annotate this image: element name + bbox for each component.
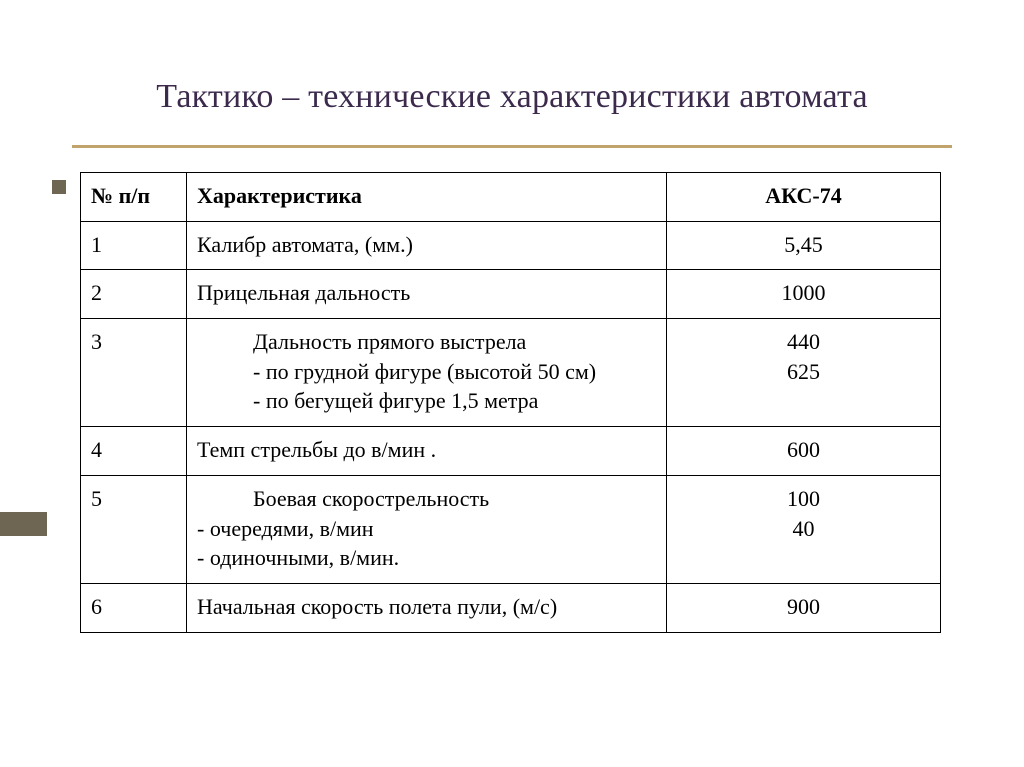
left-accent-bar [0, 512, 47, 536]
val-line: 600 [677, 435, 930, 465]
cell-char: Боевая скорострельность- очередями, в/ми… [187, 475, 667, 583]
table-row: 5Боевая скорострельность- очередями, в/м… [81, 475, 941, 583]
val-line: 1000 [677, 278, 930, 308]
cell-val: 10040 [667, 475, 941, 583]
char-line: Калибр автомата, (мм.) [197, 230, 656, 260]
title-underline [72, 145, 952, 148]
char-line: - одиночными, в/мин. [197, 543, 656, 573]
cell-char: Калибр автомата, (мм.) [187, 221, 667, 270]
char-line: - по бегущей фигуре 1,5 метра [197, 386, 656, 416]
val-line: 40 [677, 514, 930, 544]
char-line: Прицельная дальность [197, 278, 656, 308]
cell-char: Темп стрельбы до в/мин . [187, 427, 667, 476]
bullet-icon [52, 180, 66, 194]
table-row: 6 Начальная скорость полета пули, (м/с) 90… [81, 583, 941, 632]
col-header-char: Характеристика [187, 173, 667, 222]
cell-char: Прицельная дальность [187, 270, 667, 319]
specs-table: № п/п Характеристика АКС-74 1 Калибр авто… [80, 172, 940, 633]
col-header-num: № п/п [81, 173, 187, 222]
table-row: 3Дальность прямого выстрела- по грудной … [81, 319, 941, 427]
cell-num: 2 [81, 270, 187, 319]
table-row: 1 Калибр автомата, (мм.) 5,45 [81, 221, 941, 270]
slide-title: Тактико – технические характеристики авт… [0, 78, 1024, 116]
cell-val: 440625 [667, 319, 941, 427]
val-line: 100 [677, 484, 930, 514]
col-header-val: АКС-74 [667, 173, 941, 222]
cell-char: Дальность прямого выстрела- по грудной ф… [187, 319, 667, 427]
char-line: - по грудной фигуре (высотой 50 см) [197, 357, 656, 387]
cell-num: 1 [81, 221, 187, 270]
slide: Тактико – технические характеристики авт… [0, 0, 1024, 767]
val-line: 440 [677, 327, 930, 357]
char-line: Начальная скорость полета пули, (м/с) [197, 592, 656, 622]
cell-num: 3 [81, 319, 187, 427]
cell-val: 1000 [667, 270, 941, 319]
char-line: Дальность прямого выстрела [197, 327, 656, 357]
cell-num: 6 [81, 583, 187, 632]
val-line: 625 [677, 357, 930, 387]
table-row: 4 Темп стрельбы до в/мин . 600 [81, 427, 941, 476]
cell-val: 600 [667, 427, 941, 476]
table-row: 2 Прицельная дальность 1000 [81, 270, 941, 319]
cell-val: 900 [667, 583, 941, 632]
cell-val: 5,45 [667, 221, 941, 270]
cell-num: 4 [81, 427, 187, 476]
table-header-row: № п/п Характеристика АКС-74 [81, 173, 941, 222]
cell-char: Начальная скорость полета пули, (м/с) [187, 583, 667, 632]
char-line: - очередями, в/мин [197, 514, 656, 544]
cell-num: 5 [81, 475, 187, 583]
char-line: Боевая скорострельность [197, 484, 656, 514]
val-line: 5,45 [677, 230, 930, 260]
val-line: 900 [677, 592, 930, 622]
char-line: Темп стрельбы до в/мин . [197, 435, 656, 465]
